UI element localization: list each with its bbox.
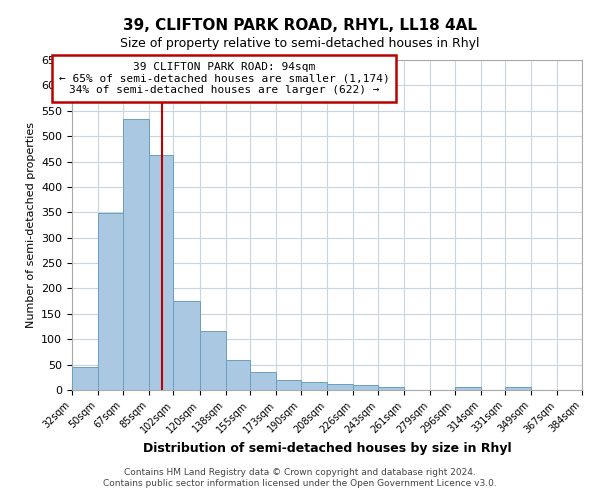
- Bar: [378, 388, 404, 390]
- Bar: [98, 214, 123, 390]
- Bar: [301, 382, 327, 390]
- Bar: [250, 372, 276, 390]
- Bar: [505, 388, 531, 390]
- Text: 39 CLIFTON PARK ROAD: 94sqm
← 65% of semi-detached houses are smaller (1,174)
34: 39 CLIFTON PARK ROAD: 94sqm ← 65% of sem…: [59, 62, 389, 95]
- Bar: [455, 388, 481, 390]
- Text: 39, CLIFTON PARK ROAD, RHYL, LL18 4AL: 39, CLIFTON PARK ROAD, RHYL, LL18 4AL: [123, 18, 477, 32]
- Bar: [149, 155, 173, 390]
- Bar: [173, 301, 199, 390]
- Text: Contains HM Land Registry data © Crown copyright and database right 2024.
Contai: Contains HM Land Registry data © Crown c…: [103, 468, 497, 487]
- Bar: [327, 384, 353, 390]
- Bar: [353, 385, 378, 390]
- Text: Size of property relative to semi-detached houses in Rhyl: Size of property relative to semi-detach…: [120, 38, 480, 51]
- Bar: [72, 366, 98, 390]
- Bar: [276, 380, 301, 390]
- Bar: [226, 360, 250, 390]
- Bar: [199, 330, 226, 390]
- X-axis label: Distribution of semi-detached houses by size in Rhyl: Distribution of semi-detached houses by …: [143, 442, 511, 454]
- Y-axis label: Number of semi-detached properties: Number of semi-detached properties: [26, 122, 35, 328]
- Bar: [123, 119, 149, 390]
